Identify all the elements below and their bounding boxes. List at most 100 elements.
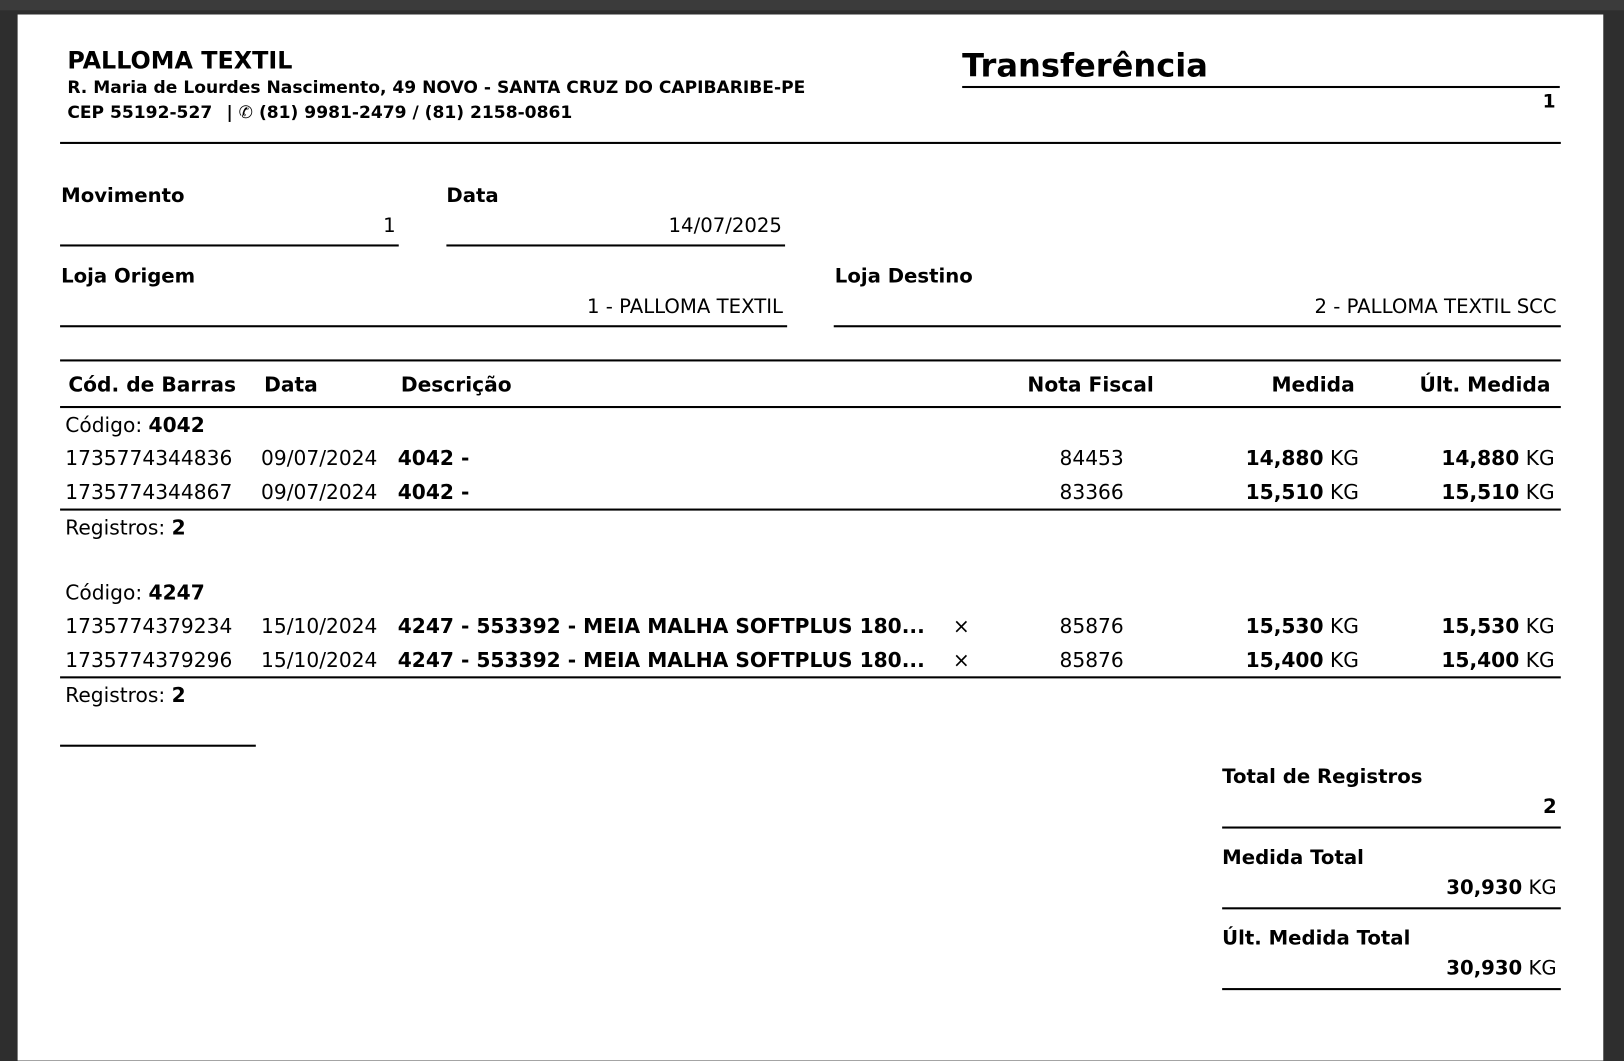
ult-medida-number: 15,510 [1441,480,1520,504]
nota-fiscal: 85876 [1059,614,1124,638]
ult-medida-total-value: 30,930 KG [1346,959,1556,979]
page-number: 1 [1542,91,1556,113]
codigo-value: 4042 [148,413,205,438]
row-date: 15/10/2024 [260,614,378,638]
barcode: 1735774379296 [65,647,233,672]
company-name: PALLOMA TEXTIL [67,47,293,75]
movimento-label: Movimento [61,184,185,208]
unit: KG [1525,614,1555,638]
divider [962,85,1560,88]
header-divider [60,141,1561,144]
ult-medida-total-label: Últ. Medida Total [1222,926,1411,950]
table-top-border [60,359,1561,362]
unit: KG [1525,480,1555,504]
group-registros: Registros: 2 [65,518,185,538]
destino-label: Loja Destino [834,265,973,288]
codigo-label: Código: [65,581,143,605]
col-ult-medida: Últ. Medida [1419,372,1551,397]
codigo-value: 4247 [148,581,205,605]
divider [1222,907,1561,910]
close-icon: × [952,647,970,672]
divider [833,325,1561,328]
nota-fiscal: 83366 [1059,480,1124,504]
unit: KG [1525,647,1555,672]
ult-medida: 14,880 KG [1377,448,1554,468]
barcode: 1735774379234 [65,614,233,638]
barcode: 1735774344867 [65,480,233,504]
registros-label: Registros: [65,683,166,708]
divider [1222,826,1561,829]
close-icon: × [952,614,970,638]
medida-number: 15,510 [1245,480,1324,504]
row-date: 09/07/2024 [260,446,378,471]
total-registros-value: 2 [1542,795,1557,819]
description: 4247 - 553392 - MEIA MALHA SOFTPLUS 180.… [397,647,925,672]
medida: 15,400 KG [1191,650,1359,670]
group-codigo: Código: 4247 [65,583,205,603]
ult-medida-number: 14,880 [1441,446,1520,471]
unit: KG [1525,446,1555,471]
unit: KG [1329,614,1359,638]
medida-total-number: 30,930 [1446,876,1523,899]
row-date: 15/10/2024 [260,647,378,672]
separator: | [226,102,233,123]
medida-number: 15,400 [1245,647,1324,672]
unit: KG [1329,446,1359,471]
company-address: R. Maria de Lourdes Nascimento, 49 NOVO … [67,77,806,98]
data-value: 14/07/2025 [668,214,782,238]
col-description: Descrição [400,372,512,397]
ult-medida-number: 15,530 [1441,614,1520,638]
description: 4042 - [397,446,470,471]
registros-value: 2 [171,515,186,540]
medida-number: 14,880 [1245,446,1324,471]
divider [446,244,786,247]
report-page [17,14,1604,1061]
ult-medida-total-number: 30,930 [1446,956,1523,980]
divider [60,325,788,328]
registros-value: 2 [171,683,186,708]
divider [1222,988,1561,991]
medida-total-value: 30,930 KG [1346,878,1556,898]
movimento-value: 1 [383,214,396,238]
data-label: Data [446,184,499,208]
description: 4042 - [397,480,470,504]
medida-total-label: Medida Total [1222,846,1364,869]
row-date: 09/07/2024 [260,480,378,504]
ult-medida-number: 15,400 [1441,647,1520,672]
col-barcode: Cód. de Barras [68,372,236,397]
col-date: Data [264,372,318,397]
divider [60,744,256,747]
ult-medida: 15,510 KG [1377,482,1554,502]
nota-fiscal: 84453 [1059,446,1124,471]
unit: KG [1528,956,1557,980]
medida: 15,510 KG [1191,482,1359,502]
group-registros: Registros: 2 [65,683,186,708]
medida: 15,530 KG [1191,616,1359,636]
ult-medida: 15,530 KG [1377,616,1554,636]
divider [60,244,399,247]
total-registros-label: Total de Registros [1222,765,1423,789]
viewer-toolbar [0,0,1624,11]
group-codigo: Código: 4042 [65,415,205,435]
medida: 14,880 KG [1191,448,1359,468]
col-medida: Medida [1271,372,1355,397]
origem-value: 1 - PALLOMA TEXTIL [587,295,783,318]
phone-icon: ✆ [238,102,254,123]
barcode: 1735774344836 [65,446,233,471]
company-contact: CEP 55192-527 | ✆ (81) 9981-2479 / (81) … [67,102,573,123]
description: 4247 - 553392 - MEIA MALHA SOFTPLUS 180.… [397,614,925,638]
origem-label: Loja Origem [61,265,196,288]
unit: KG [1329,480,1359,504]
divider [60,405,1561,409]
company-phones: (81) 9981-2479 / (81) 2158-0861 [258,102,573,123]
codigo-label: Código: [65,413,143,438]
unit: KG [1329,647,1359,672]
divider [60,508,1561,511]
ult-medida: 15,400 KG [1377,650,1554,670]
col-nota-fiscal: Nota Fiscal [1027,372,1154,397]
nota-fiscal: 85876 [1059,647,1124,672]
unit: KG [1528,876,1557,899]
document-title: Transferência [962,47,1208,85]
company-cep: CEP 55192-527 [67,102,213,123]
